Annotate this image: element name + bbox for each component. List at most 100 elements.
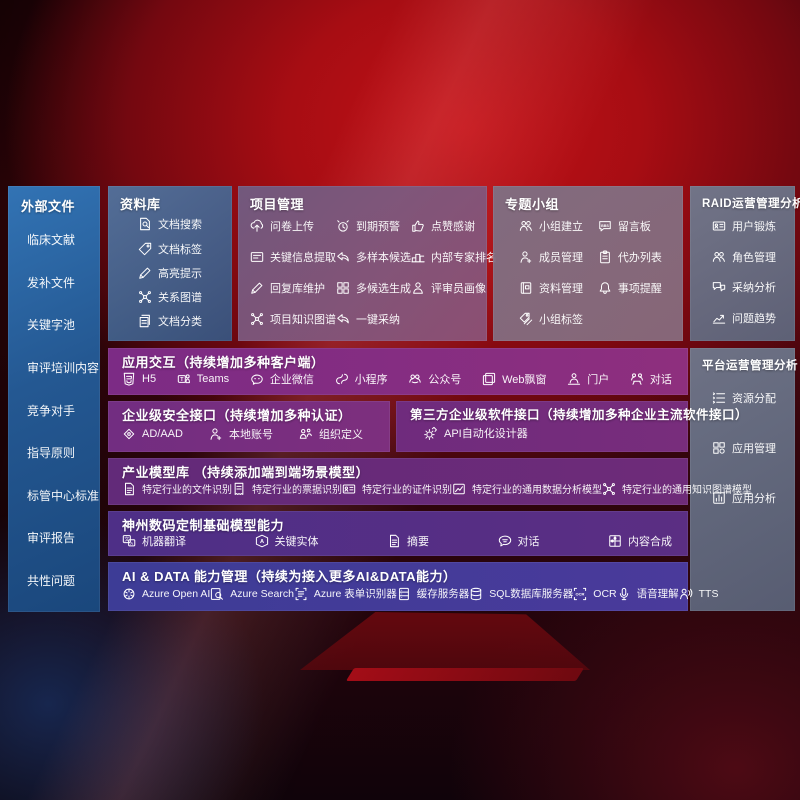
- feature-label: Azure Open AI: [142, 587, 211, 600]
- platform-ops-analysis-panel: 平台运营管理分析 资源分配 应用管理 应用分析: [690, 348, 798, 611]
- feature-label: Web飘窗: [502, 373, 547, 386]
- feature-item: 特定行业的通用知识图谱模型: [602, 481, 752, 496]
- feature-label: 回复库维护: [270, 283, 325, 296]
- tts-icon: [679, 587, 693, 601]
- panel-title: AI & DATA 能力管理（持续为接入更多AI&DATA能力）: [122, 569, 457, 584]
- feature-item: 事项提醒: [598, 280, 673, 296]
- panel-title: RAID运营管理分析: [702, 198, 800, 210]
- feature-item: 内部专家排名: [411, 249, 497, 265]
- network-icon: [602, 482, 616, 496]
- app-interaction-row: 应用交互（持续增加多种客户端） H5 T Teams 企业微信 小程序 公众号 Web飘窗 门…: [108, 348, 688, 395]
- feature-label: 语音理解: [636, 588, 679, 601]
- feature-item: 回复库维护: [250, 280, 336, 296]
- feature-item: H5: [122, 372, 156, 386]
- chat-q-a-icon: [712, 280, 726, 294]
- feature-item: 高亮提示: [138, 265, 222, 281]
- person-add-icon: [209, 427, 223, 441]
- web-window-icon: [482, 372, 496, 386]
- feature-label: 关系图谱: [158, 291, 202, 304]
- feature-item: 语音理解: [617, 586, 679, 601]
- feature-label: 内容合成: [628, 536, 672, 549]
- openai-icon: [122, 587, 136, 601]
- thirdparty-software-interface-row: 第三方企业级软件接口（持续增加多种企业主流软件接口） API自动化设计器: [396, 401, 749, 452]
- feature-item: 特定行业的证件识别: [342, 481, 452, 496]
- reply-arrow-icon: [336, 312, 350, 326]
- alarm-icon: [336, 219, 350, 233]
- azure-search-icon: [210, 587, 224, 601]
- ocr-icon: OCR: [573, 587, 587, 601]
- thumb-up-icon: [411, 219, 425, 233]
- person-add-icon: [519, 250, 533, 264]
- form-icon: [294, 587, 308, 601]
- html5-icon: [122, 372, 136, 386]
- repository-panel: 资料库 文档搜索 文档标签 高亮提示 关系图谱 文档分类: [108, 186, 232, 341]
- feature-label: SQL数据库服务器: [489, 588, 574, 601]
- database-icon: [469, 587, 483, 601]
- feature-label: AD/AAD: [142, 427, 183, 440]
- id-card-icon: [342, 482, 356, 496]
- feature-label: 小程序: [354, 373, 388, 386]
- feature-item: 门户: [567, 371, 609, 387]
- feature-label: 小组建立: [539, 220, 583, 233]
- network-icon: [138, 290, 152, 304]
- people-icon: [519, 219, 533, 233]
- sidebar-item: 审评报告: [27, 531, 76, 546]
- doc-file-icon: [387, 534, 401, 548]
- feature-item: 关键信息提取: [250, 249, 336, 265]
- sidebar-item: 竞争对手: [27, 403, 76, 418]
- sidebar-item: 共性问题: [27, 574, 76, 589]
- feature-label: 用户锻炼: [732, 220, 776, 233]
- panel-title: 应用交互（持续增加多种客户端）: [122, 355, 325, 370]
- feature-item: 问卷上传: [250, 218, 336, 234]
- podium-icon: [411, 250, 425, 264]
- ad-diamond-icon: [122, 427, 136, 441]
- feature-label: 问题趋势: [732, 312, 776, 325]
- reply-arrow-icon: [336, 250, 350, 264]
- feature-item: 组织定义: [299, 426, 363, 442]
- people-icon: [712, 250, 726, 264]
- feature-label: 成员管理: [539, 252, 583, 265]
- feature-item: T Teams: [177, 372, 229, 386]
- industry-model-library-row: 产业模型库 （持续添加端到端场景模型） 特定行业的文件识别 特定行业的票据识别 特定…: [108, 458, 752, 505]
- svg-text:BBS: BBS: [601, 224, 609, 228]
- feature-item: 评审员画像: [411, 280, 497, 296]
- api-gear-icon: [424, 426, 438, 441]
- list-config-icon: [712, 391, 726, 405]
- panel-title: 外部文件: [21, 199, 76, 214]
- feature-label: 内部专家排名: [431, 252, 497, 265]
- sidebar-item: 发补文件: [27, 275, 76, 290]
- image-chart-icon: [452, 482, 466, 496]
- feature-item: 文档搜索: [138, 216, 222, 232]
- svg-text:OCR: OCR: [576, 591, 585, 596]
- feature-label: 点赞感谢: [431, 220, 475, 233]
- chart-doc-icon: [712, 491, 726, 505]
- feature-label: 对话: [517, 536, 540, 549]
- sidebar-item: 审评培训内容: [27, 360, 100, 375]
- svg-text:A: A: [130, 541, 133, 546]
- doc-file-icon: [122, 482, 136, 496]
- feature-item: 特定行业的通用数据分析模型: [452, 481, 602, 496]
- feature-label: 应用分析: [732, 492, 776, 505]
- feature-label: 组织定义: [318, 428, 363, 441]
- feature-item: AD/AAD: [122, 427, 183, 441]
- feature-item: 成员管理: [519, 249, 598, 265]
- book-icon: [519, 281, 533, 295]
- feature-label: 小组标签: [539, 314, 583, 327]
- panel-title: 第三方企业级软件接口（持续增加多种企业主流软件接口）: [410, 408, 749, 422]
- feature-label: 文档搜索: [158, 219, 202, 232]
- feature-label: Azure Search: [230, 587, 294, 600]
- feature-label: 关键信息提取: [270, 252, 336, 265]
- svg-text:A: A: [259, 539, 263, 545]
- feature-item: 关系图谱: [138, 289, 222, 305]
- feature-item: 公众号: [408, 371, 461, 387]
- feature-item: SQL数据库服务器: [469, 586, 573, 601]
- teams-icon: T: [177, 372, 191, 386]
- feature-item: 缓存服务器: [397, 586, 469, 601]
- feature-item: 角色管理: [712, 249, 785, 265]
- feature-label: 机器翻译: [142, 536, 186, 549]
- speech-icon: [617, 587, 631, 601]
- server-icon: [397, 587, 411, 601]
- feature-label: 一键采纳: [356, 314, 400, 327]
- feature-label: 资源分配: [732, 392, 776, 405]
